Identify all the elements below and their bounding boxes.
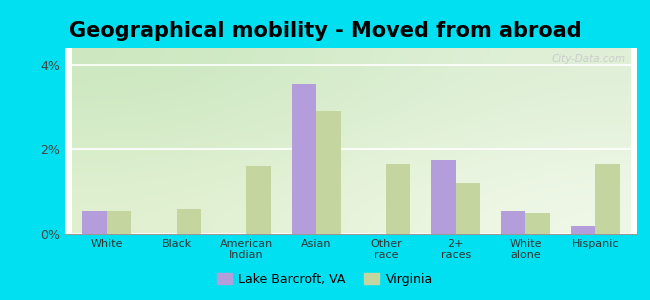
Bar (386, 164, 410, 234)
Bar (316, 111, 341, 234)
Bar (595, 164, 619, 234)
Bar (456, 183, 480, 234)
Legend: Lake Barcroft, VA, Virginia: Lake Barcroft, VA, Virginia (212, 268, 438, 291)
Bar (292, 84, 316, 234)
Bar (525, 213, 550, 234)
Bar (246, 167, 271, 234)
Bar (83, 211, 107, 234)
Bar (571, 226, 595, 234)
Text: City-Data.com: City-Data.com (551, 54, 625, 64)
Text: Geographical mobility - Moved from abroad: Geographical mobility - Moved from abroa… (69, 21, 581, 41)
Bar (501, 211, 525, 234)
Bar (431, 160, 456, 234)
Bar (177, 208, 201, 234)
Bar (107, 211, 131, 234)
